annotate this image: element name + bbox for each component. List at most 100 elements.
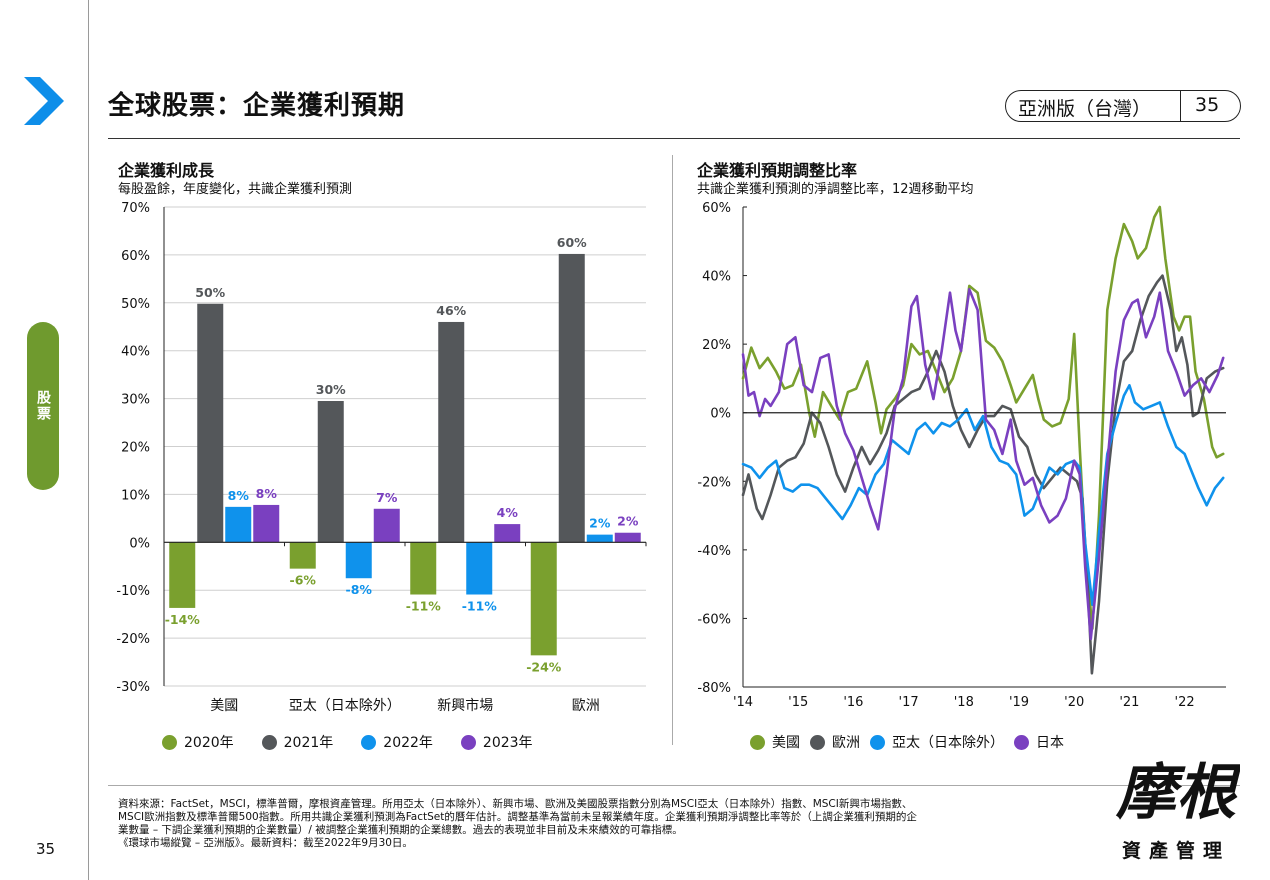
legend-label: 美國 xyxy=(772,735,800,751)
bar xyxy=(169,542,196,608)
y-tick-label: 60% xyxy=(702,201,731,216)
data-label: 2% xyxy=(617,514,639,529)
chevron-right-icon xyxy=(24,77,64,125)
logo-subtitle: 資產管理 xyxy=(1122,840,1231,862)
bar xyxy=(345,542,372,579)
legend-item: 2022年 xyxy=(361,732,433,752)
y-tick-label: 30% xyxy=(121,393,150,408)
series-line xyxy=(741,384,1225,606)
footer-page-number: 35 xyxy=(36,840,56,858)
x-tick-label: '20 xyxy=(1064,695,1084,710)
y-tick-label: 20% xyxy=(702,338,731,353)
bar xyxy=(197,303,224,543)
bar xyxy=(438,321,465,543)
x-tick-label: '15 xyxy=(788,695,808,710)
edition-badge xyxy=(1005,90,1241,122)
bar xyxy=(410,542,437,595)
earnings-growth-bar-chart: -30% -20% -10% 0% 10% 20% 30% 40% 50% 60% 70% -14% 5… xyxy=(116,201,647,714)
x-tick-label: '14 xyxy=(733,695,753,710)
x-tick-label: 新興市場 xyxy=(437,697,493,714)
legend-item: 2020年 xyxy=(162,732,234,752)
series-line xyxy=(741,288,1225,641)
x-tick-label: '21 xyxy=(1119,695,1139,710)
data-label: 2% xyxy=(589,516,611,531)
page-title: 全球股票：企業獲利預期 xyxy=(108,91,406,121)
data-label: 60% xyxy=(557,235,587,250)
bar xyxy=(253,504,280,543)
y-tick-label: 0% xyxy=(129,536,150,551)
edition-label: 亞洲版（台灣） xyxy=(1018,98,1152,120)
data-label: -24% xyxy=(526,659,562,674)
x-tick-label: 亞太（日本除外） xyxy=(289,698,401,714)
y-tick-label: 40% xyxy=(702,270,731,285)
data-label: -11% xyxy=(462,599,498,614)
data-label: -8% xyxy=(346,582,373,597)
x-tick-label: '16 xyxy=(843,695,863,710)
legend-swatch xyxy=(750,734,765,750)
legend-swatch xyxy=(162,734,177,750)
y-tick-label: 40% xyxy=(121,345,150,360)
title-rule xyxy=(108,138,1240,139)
data-label: -6% xyxy=(290,573,317,588)
bar xyxy=(289,542,316,569)
left-vertical-rule xyxy=(88,0,89,880)
y-tick-label: -60% xyxy=(697,612,731,627)
bar-chart-legend: 2020年 2021年 2022年 2023年 xyxy=(162,732,561,752)
bar xyxy=(373,508,400,543)
earnings-revision-line-chart: -80% -60% -40% -20% 0% 20% 40% 60% '14 '15 '16 '17 '… xyxy=(697,201,1226,710)
right-chart-title: 企業獲利預期調整比率 xyxy=(697,161,858,180)
source-line: MSCI歐洲指數及標準普爾500指數。所用共識企業獲利預測為FactSet的曆年… xyxy=(118,811,917,823)
bar xyxy=(586,534,613,543)
data-label: 7% xyxy=(376,490,398,505)
y-tick-label: -10% xyxy=(116,584,150,599)
legend-label: 2023年 xyxy=(482,735,533,751)
legend-label: 2021年 xyxy=(283,735,334,751)
y-tick-label: 20% xyxy=(121,441,150,456)
edition-page-number: 35 xyxy=(1195,94,1220,116)
right-chart-subtitle: 共識企業獲利預測的淨調整比率，12週移動平均 xyxy=(697,182,974,197)
source-note: 資料來源：FactSet，MSCI，標準普爾，摩根資產管理。所用亞太（日本除外）… xyxy=(118,798,1043,850)
data-label: 46% xyxy=(436,303,466,318)
data-label: 8% xyxy=(256,486,278,501)
y-tick-label: -40% xyxy=(697,544,731,559)
legend-item: 美國 xyxy=(750,732,800,752)
x-tick-label: '22 xyxy=(1175,695,1195,710)
y-tick-label: -30% xyxy=(116,680,150,695)
y-tick-label: 10% xyxy=(121,488,150,503)
x-tick-label: '18 xyxy=(954,695,974,710)
footer-rule xyxy=(108,785,1240,786)
data-label: 4% xyxy=(497,505,519,520)
legend-swatch xyxy=(810,734,825,750)
left-chart-title: 企業獲利成長 xyxy=(118,161,215,180)
legend-swatch xyxy=(361,734,377,750)
bar xyxy=(494,524,521,543)
legend-swatch xyxy=(460,734,476,750)
y-tick-label: -80% xyxy=(697,681,731,696)
data-label: 30% xyxy=(316,382,346,397)
chart-divider xyxy=(672,155,673,745)
legend-label: 亞太（日本除外） xyxy=(892,735,1004,751)
legend-item: 歐洲 xyxy=(810,732,860,752)
company-logo: 摩根 xyxy=(1115,758,1240,827)
source-line: 《環球市場縱覽 – 亞洲版》。最新資料：截至2022年9月30日。 xyxy=(118,837,413,849)
line-chart-legend: 美國 歐洲 亞太（日本除外） 日本 xyxy=(750,732,1074,752)
legend-label: 2022年 xyxy=(383,735,433,751)
data-label: -14% xyxy=(165,612,201,627)
logo-mark: 摩根 xyxy=(1115,758,1240,827)
series-line xyxy=(741,274,1225,675)
bar xyxy=(317,400,344,543)
section-tab[interactable]: 股票 xyxy=(27,322,59,490)
source-line: 資料來源：FactSet，MSCI，標準普爾，摩根資產管理。所用亞太（日本除外）… xyxy=(118,798,913,810)
legend-item: 亞太（日本除外） xyxy=(870,732,1004,752)
x-tick-label: '17 xyxy=(899,695,919,710)
y-tick-label: 0% xyxy=(710,407,731,422)
y-tick-label: 60% xyxy=(121,249,150,264)
data-label: 8% xyxy=(228,488,250,503)
y-tick-label: 70% xyxy=(121,201,150,216)
legend-label: 日本 xyxy=(1036,735,1064,751)
source-line: 業數量 – 下調企業獲利預期的企業數量）/ 被調整企業獲利預期的企業總數。過去的… xyxy=(118,824,683,836)
x-tick-label: '19 xyxy=(1009,695,1029,710)
x-tick-label: 美國 xyxy=(210,698,238,714)
bar xyxy=(466,542,493,595)
bar xyxy=(225,506,252,543)
